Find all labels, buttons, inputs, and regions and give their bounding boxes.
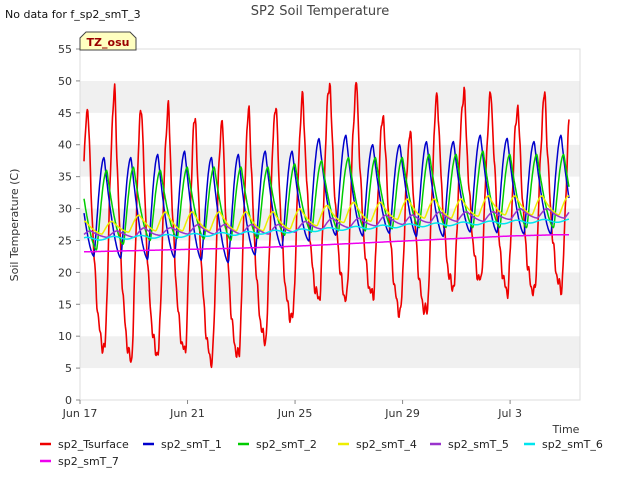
legend-label: sp2_smT_6 [542,438,603,451]
legend-label: sp2_smT_5 [448,438,509,451]
y-tick-label: 25 [58,234,72,247]
y-tick-label: 55 [58,43,72,56]
y-tick-label: 40 [58,139,72,152]
y-tick-label: 0 [65,394,72,407]
grid-band [80,240,580,273]
y-tick-label: 50 [58,75,72,88]
y-axis-title: Soil Temperature (C) [8,169,21,282]
x-tick-label: Jun 17 [62,407,98,420]
series-line-sp2_smT_2 [83,150,570,251]
y-tick-label: 30 [58,203,72,216]
y-tick-label: 5 [65,362,72,375]
legend-label: sp2_smT_1 [161,438,222,451]
y-tick-label: 20 [58,266,72,279]
grid-band [80,112,580,145]
grid-band [80,49,580,81]
plot-frame [79,48,581,401]
y-tick-label: 35 [58,171,72,184]
legend-label: sp2_smT_7 [58,455,119,468]
x-axis: Jun 17 Jun 21 Jun 25 Jun 29 Jul 3 [62,400,522,420]
x-tick-label: Jun 21 [169,407,205,420]
legend-label: sp2_Tsurface [58,438,129,451]
grid-band [80,368,580,400]
y-tick-label: 15 [58,298,72,311]
grid-band [80,336,580,369]
legend-label: sp2_smT_2 [256,438,317,451]
legend: sp2_Tsurface sp2_smT_1 sp2_smT_2 sp2_smT_4 s… [40,438,603,468]
grid-band [80,304,580,337]
site-badge: TZ_osu [79,31,137,51]
grid-bands [80,49,580,400]
site-badge-label: TZ_osu [87,36,130,49]
series-line-sp2_Tsurface [83,81,570,369]
y-tick-label: 10 [58,330,72,343]
series-line-sp2_smT_7 [83,233,570,253]
x-axis-title: Time [552,423,580,436]
series-line-sp2_smT_4 [83,195,570,235]
series-line-sp2_smT_5 [83,207,570,239]
x-tick-label: Jun 29 [384,407,420,420]
y-tick-label: 45 [58,107,72,120]
grid-band [80,144,580,177]
y-axis: 0 5 10 15 20 25 30 35 40 45 50 55 [58,43,80,407]
no-data-note: No data for f_sp2_smT_3 [5,8,141,21]
x-tick-label: Jun 25 [277,407,313,420]
grid-band [80,272,580,305]
x-tick-label: Jul 3 [497,407,522,420]
legend-label: sp2_smT_4 [356,438,417,451]
series-lines [83,81,570,369]
chart-title: SP2 Soil Temperature [251,4,389,19]
series-line-sp2_smT_6 [83,218,570,241]
